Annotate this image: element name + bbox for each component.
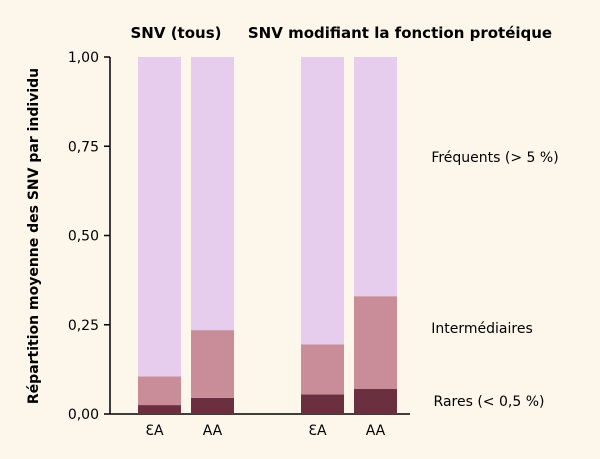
x-category-label: AA (203, 423, 223, 439)
bar-segment-rare-1 (138, 405, 181, 414)
bar-segment-rare-2 (191, 397, 234, 414)
x-category-label: ƐA (145, 423, 164, 439)
x-category-label: ƐA (308, 423, 327, 439)
x-category-label: AA (366, 423, 386, 439)
bar-segment-frequent-1 (138, 57, 181, 377)
bar-segment-rare-4 (354, 389, 397, 414)
bar-segment-intermediate-1 (138, 376, 181, 406)
group-title-all-snv: SNV (tous) (131, 24, 222, 42)
y-axis-title: Répartition moyenne des SNV par individu (26, 68, 42, 404)
bar-segment-frequent-4 (354, 57, 397, 297)
bar-segment-intermediate-3 (301, 344, 344, 395)
bar-segment-intermediate-2 (191, 330, 234, 398)
y-tick-label: 0,00 (68, 407, 99, 423)
y-tick-label: 0,25 (68, 318, 99, 334)
group-title-protein-snv: SNV modifiant la fonction protéique (248, 24, 552, 42)
y-tick-label: 0,75 (68, 139, 99, 155)
legend-label-frequent: Fréquents (> 5 %) (431, 150, 558, 166)
legend-label-intermediate: Intermédiaires (431, 321, 532, 337)
bar-segment-frequent-2 (191, 57, 234, 331)
y-tick-label: 0,50 (68, 229, 99, 245)
bar-segment-rare-3 (301, 394, 344, 414)
bar-segment-intermediate-4 (354, 296, 397, 390)
legend-label-rare: Rares (< 0,5 %) (434, 394, 545, 410)
y-tick-label: 1,00 (68, 50, 99, 66)
bar-segment-frequent-3 (301, 57, 344, 345)
